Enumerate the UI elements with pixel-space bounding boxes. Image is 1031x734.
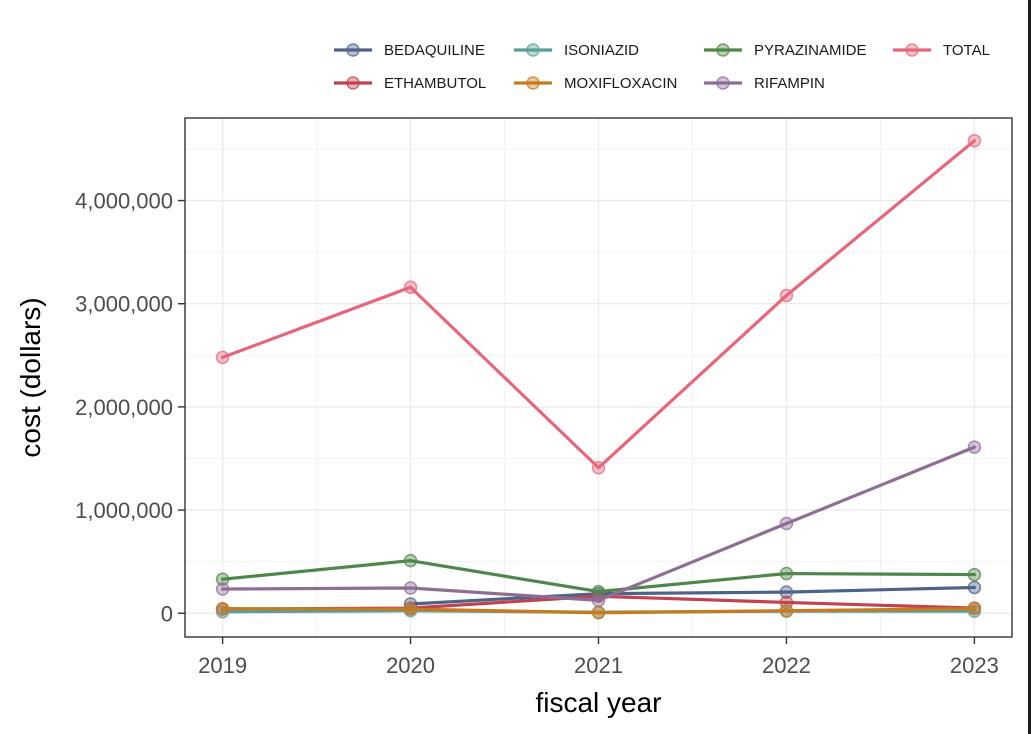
- data-point-total: [779, 288, 794, 303]
- legend-label-rifampin: RIFAMPIN: [754, 75, 825, 92]
- data-point-rifampin: [215, 582, 230, 596]
- series-line-total: [220, 139, 977, 470]
- legend-key-point-rifampin: [716, 76, 730, 90]
- data-point-rifampin: [591, 593, 606, 608]
- data-point-pyrazinamide: [779, 566, 794, 581]
- legend: BEDAQUILINE ISONIAZID PYRAZINAMIDE TOTAL ETH…: [334, 42, 990, 92]
- legend-label-pyrazinamide: PYRAZINAMIDE: [754, 42, 867, 59]
- data-point-moxifloxacin: [779, 603, 794, 618]
- x-tick-label: 2020: [386, 653, 435, 678]
- legend-label-moxifloxacin: MOXIFLOXACIN: [564, 75, 677, 92]
- series-line-rifampin: [220, 445, 977, 602]
- data-point-pyrazinamide: [967, 567, 982, 582]
- series-line-moxifloxacin: [220, 607, 977, 615]
- data-point-pyrazinamide: [403, 553, 418, 568]
- legend-label-total: TOTAL: [943, 42, 990, 59]
- data-point-moxifloxacin: [403, 602, 418, 616]
- y-axis-title: cost (dollars): [15, 297, 46, 457]
- data-point-bedaquiline: [779, 585, 794, 599]
- series-line-pyrazinamide: [220, 559, 977, 594]
- data-point-total: [591, 461, 606, 475]
- data-point-total: [215, 350, 230, 365]
- x-tick-label: 2021: [574, 653, 623, 678]
- x-tick-label: 2022: [762, 653, 811, 678]
- y-tick-label: 1,000,000: [75, 498, 173, 523]
- y-tick-label: 0: [161, 601, 173, 626]
- plot-panel: [184, 117, 1013, 638]
- legend-label-ethambutol: ETHAMBUTOL: [384, 75, 486, 92]
- legend-key-point-moxifloxacin: [526, 76, 540, 90]
- x-tick-label: 2019: [198, 653, 247, 678]
- y-tick-label: 3,000,000: [75, 292, 173, 317]
- window-edge: [1028, 0, 1031, 734]
- data-point-bedaquiline: [967, 580, 982, 595]
- axes: 2019 2020 2021 2022 2023 0 1,000,000 2,000,000 3…: [15, 189, 999, 718]
- data-point-moxifloxacin: [967, 601, 982, 616]
- data-point-total: [967, 133, 982, 148]
- x-tick-label: 2023: [950, 653, 999, 678]
- legend-label-bedaquiline: BEDAQUILINE: [384, 42, 485, 59]
- data-point-total: [403, 280, 418, 294]
- legend-label-isoniazid: ISONIAZID: [564, 42, 639, 59]
- legend-key-point-ethambutol: [346, 76, 360, 90]
- x-axis-title: fiscal year: [535, 687, 661, 718]
- data-point-pyrazinamide: [215, 572, 230, 586]
- y-tick-label: 4,000,000: [75, 189, 173, 214]
- data-point-rifampin: [967, 440, 982, 454]
- legend-key-point-pyrazinamide: [716, 43, 730, 57]
- legend-key-point-isoniazid: [526, 43, 540, 57]
- y-tick-label: 2,000,000: [75, 395, 173, 420]
- data-point-moxifloxacin: [591, 606, 606, 620]
- data-point-rifampin: [779, 516, 794, 531]
- legend-key-point-total: [905, 43, 919, 57]
- series-line-bedaquiline: [408, 585, 977, 606]
- data-point-moxifloxacin: [215, 601, 230, 616]
- legend-key-point-bedaquiline: [346, 43, 360, 57]
- data-point-rifampin: [403, 581, 418, 595]
